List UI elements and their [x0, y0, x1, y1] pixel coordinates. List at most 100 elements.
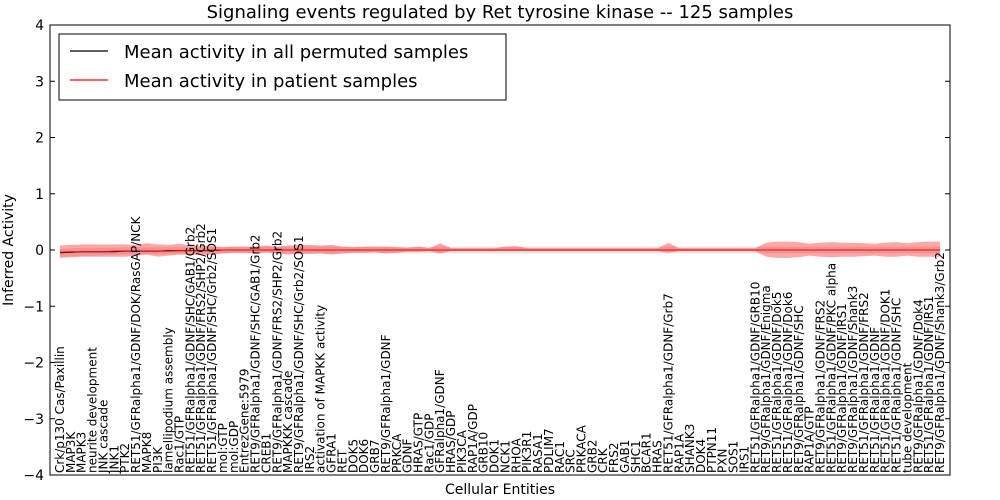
x-tick-label: CREB1 [259, 433, 273, 473]
x-tick-label: RET51/GFRalpha1/GDNF/SHC/Grb2/SOS1 [205, 228, 219, 473]
x-tick-label: EntrezGene:5979 [238, 369, 252, 474]
x-tick-label: PXN [716, 449, 730, 473]
chart-title: Signaling events regulated by Ret tyrosi… [207, 2, 794, 23]
x-tick-label: RET9/GFRalpha1/GDNF/FRS2 [814, 300, 828, 473]
y-tick-label: 4 [35, 18, 44, 34]
y-axis-label: Inferred Activity [1, 194, 17, 306]
x-tick-label: RET9/GFRalpha1/GDNF [379, 334, 393, 473]
x-tick-label: PRKACA [575, 424, 589, 473]
y-axis-ticks: −4 −3 −2 −1 0 1 2 3 4 [23, 18, 950, 484]
x-tick-label: GRB2 [585, 439, 599, 473]
x-tick-label: HRAS [651, 440, 665, 473]
y-tick-label: −3 [23, 412, 44, 428]
x-tick-label: GRB7 [368, 439, 382, 473]
x-tick-label: PI3K [151, 446, 165, 473]
x-tick-label: RET51/GFRalpha1/GDNF/SHC/GAB1/Grb2 [183, 227, 197, 473]
x-tick-label: RAP1A/GDP [466, 404, 480, 473]
x-tick-label: JNK1 [107, 445, 121, 474]
y-tick-label: 1 [35, 187, 44, 203]
x-tick-label: RET51/GFRalpha1/GDNF [868, 327, 882, 473]
x-tick-label: RET51/GFRalpha1/GDNF/GRB10 [748, 282, 762, 473]
x-tick-label: RET51/GFRalpha1/GDNF/IRS1 [922, 296, 936, 473]
x-tick-label: neurite development [86, 347, 100, 473]
x-tick-label: GDNF [401, 438, 415, 473]
x-tick-label: RET51/GFRalpha1/GDNF/SHC [890, 298, 904, 473]
series-line-1 [59, 249, 940, 253]
x-tick-label: RET9/GFRalpha1/GDNF/FRS2/SHP2/Grb2 [270, 231, 284, 473]
x-tick-label: RET51/GFRalpha1/GDNF/Dok6 [781, 292, 795, 473]
x-tick-label: RET9/GFRalpha1/GDNF/Shank3/Grb2 [933, 252, 947, 473]
x-tick-label: HRAS/GTP [412, 413, 426, 473]
x-tick-label: MAPK8 [140, 432, 154, 473]
y-tick-label: −1 [23, 299, 44, 315]
x-tick-label: CRK [596, 447, 610, 473]
x-tick-label: RAC1 [553, 441, 567, 473]
x-tick-label: RET51/GFRalpha1/GDNF/PKC alpha [824, 263, 838, 473]
x-tick-label: RET [336, 449, 350, 473]
x-tick-label: FRS2 [607, 443, 621, 474]
x-tick-label: PIK3CA [455, 429, 469, 473]
x-tick-label: PIK3R1 [520, 431, 534, 473]
x-tick-label: RET9/GFRalpha1/GDNF/SHC [792, 305, 806, 473]
y-tick-label: 0 [35, 243, 44, 259]
x-tick-label: Rac1/GDP [422, 414, 436, 473]
x-tick-label: lamellipodium assembly [162, 327, 176, 473]
x-tick-label: RET51/GFRalpha1/GDNF/DOK/RasGAP/NCK [129, 215, 143, 473]
x-tick-label: Crk/p130 Cas/Paxillin [53, 346, 67, 473]
legend-box [58, 33, 507, 101]
y-tick-label: 3 [35, 74, 44, 90]
x-tick-label: DOK6 [357, 439, 371, 473]
x-tick-label: IRS2 [303, 446, 317, 473]
x-tick-label: SHANK3 [683, 424, 697, 473]
x-tick-label: PTPN11 [705, 427, 719, 473]
x-tick-label: RET9/GFRalpha1/GDNF/SHC/GAB1/Grb2 [249, 234, 263, 473]
legend-label-permuted: Mean activity in all permuted samples [124, 42, 468, 63]
x-tick-label: PDLIM7 [542, 428, 556, 473]
x-tick-label: RET51/GFRalpha1/GDNF/Grb7 [661, 293, 675, 473]
x-tick-label: RASA1 [531, 433, 545, 473]
x-tick-label: RET51/GFRalpha1/GDNF/Dok5 [770, 292, 784, 473]
x-tick-label: RET9/GFRalpha1/GDNF/Dok4 [911, 299, 925, 473]
x-tick-label: PTK2 [118, 443, 132, 473]
x-tick-label: RET51/GFRalpha1/GDNF/DOK1 [879, 289, 893, 473]
y-tick-label: −2 [23, 356, 44, 372]
x-axis-label: Cellular Entities [445, 482, 555, 498]
legend-label-patient: Mean activity in patient samples [124, 71, 418, 92]
x-tick-label: GFRA1 [325, 433, 339, 473]
x-tick-label: IRS1 [737, 446, 751, 473]
x-tick-label: MAPK3 [75, 432, 89, 473]
y-tick-label: −4 [23, 468, 44, 484]
x-tick-label: RET51/GFRalpha1/GDNF/FRS2 [857, 292, 871, 473]
x-tick-label: DOK4 [694, 439, 708, 473]
x-tick-label: PRKCA [390, 433, 404, 473]
x-tick-label: SRC [564, 449, 578, 473]
x-tick-label: DOK1 [488, 439, 502, 473]
x-tick-label: RET9/GFRalpha1/GDNF/Shank3 [846, 286, 860, 473]
x-tick-label: RAP1A/GTP [803, 406, 817, 473]
series-lines [59, 249, 940, 254]
x-tick-label: RET51/GFRalpha1/GDNF/FRS2/SHP2/Grb2 [194, 223, 208, 473]
x-tick-label: SOS1 [727, 441, 741, 473]
x-tick-label: JNK cascade [97, 400, 111, 474]
x-tick-label: RET9/GFRalpha1/GDNF/Enigma [759, 285, 773, 473]
confidence-band-0 [60, 246, 940, 257]
x-tick-label: GAB1 [618, 440, 632, 473]
x-tick-label: GFRalpha1/GDNF [433, 369, 447, 473]
x-tick-label: MAP3K [64, 431, 78, 473]
x-tick-label: GRB10 [477, 432, 491, 473]
x-tick-label: NCK1 [498, 440, 512, 473]
x-tick-label: SHC1 [629, 440, 643, 473]
x-tick-label: RHOA [509, 437, 523, 473]
x-tick-label: RAP1A [672, 433, 686, 473]
x-tick-label: RET9/GFRalpha1/GDNF/IRS1 [835, 303, 849, 473]
x-tick-label: mol:GDP [227, 421, 241, 473]
legend: Mean activity in all permuted samples Me… [58, 33, 507, 101]
x-tick-label: activation of MAPKK activity [314, 305, 328, 473]
x-tick-label: tube development [900, 362, 914, 473]
x-tick-label: RET9/GFRalpha1/GDNF/SHC/Grb2/SOS1 [292, 235, 306, 473]
x-tick-label: HRAS/GDP [444, 410, 458, 473]
x-tick-label: MAPKKK cascade [281, 371, 295, 473]
y-tick-label: 2 [35, 131, 44, 147]
